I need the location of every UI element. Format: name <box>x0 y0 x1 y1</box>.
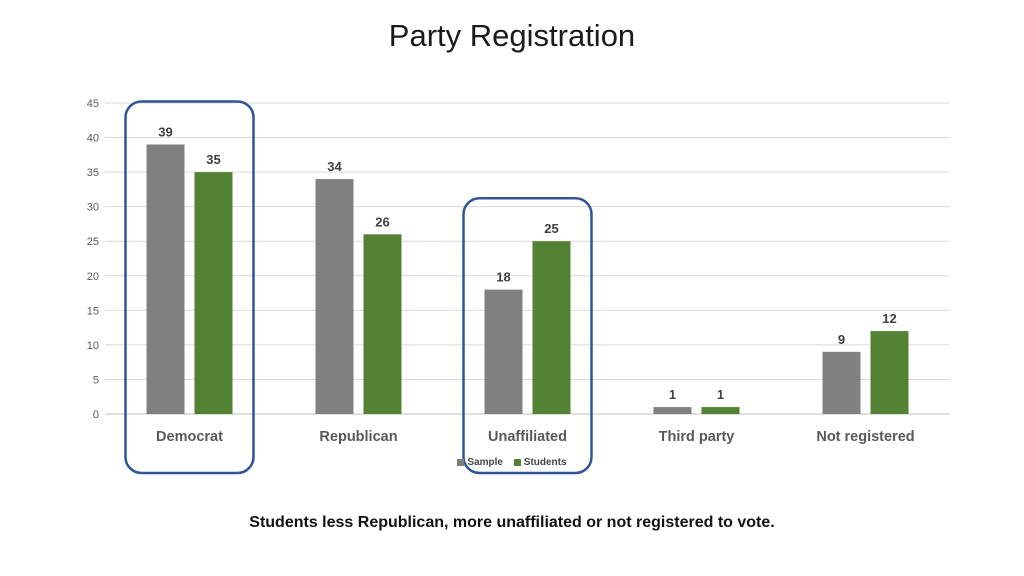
chart-bars <box>146 144 909 414</box>
bar-students <box>363 234 402 414</box>
bar-chart: 0 5 10 15 20 25 30 35 40 45 39 35 34 26 18 25 1 1 9 12 Dem… <box>87 98 950 475</box>
slide-title: Party Registration <box>388 18 636 53</box>
y-tick-label: 5 <box>93 374 99 386</box>
x-tick-label: Republican <box>319 429 397 445</box>
data-label: 1 <box>669 387 676 402</box>
legend-swatch-students <box>513 459 521 466</box>
y-tick-label: 45 <box>87 98 99 110</box>
data-label: 1 <box>717 387 724 402</box>
y-tick-label: 20 <box>87 271 99 283</box>
y-axis-tick-labels: 0 5 10 15 20 25 30 35 40 45 <box>87 98 99 421</box>
y-tick-label: 30 <box>87 202 99 214</box>
y-tick-label: 25 <box>87 236 99 248</box>
y-tick-label: 35 <box>87 167 99 179</box>
chart-legend: Sample Students <box>0 457 1024 469</box>
legend-item-students: Students <box>513 457 567 468</box>
y-tick-label: 15 <box>87 305 99 317</box>
data-label: 25 <box>544 221 558 236</box>
data-label: 34 <box>327 159 342 174</box>
highlight-box <box>462 196 593 475</box>
bar-sample <box>146 144 185 414</box>
bar-sample <box>653 407 692 414</box>
bar-students <box>194 172 233 414</box>
x-tick-label: Not registered <box>816 429 914 445</box>
legend-label-students: Students <box>523 457 567 468</box>
y-tick-label: 40 <box>87 133 99 145</box>
bar-sample <box>822 351 861 414</box>
x-tick-label: Third party <box>659 429 735 445</box>
legend-swatch-sample <box>457 459 465 466</box>
highlight-box <box>124 100 255 475</box>
data-label: 9 <box>838 332 845 347</box>
data-label: 26 <box>375 214 389 229</box>
y-tick-label: 10 <box>87 340 99 352</box>
highlight-boxes <box>124 100 593 475</box>
chart-data-labels: 39 35 34 26 18 25 1 1 9 12 <box>158 124 896 402</box>
legend-item-sample: Sample <box>457 457 503 468</box>
x-tick-label: Democrat <box>156 429 223 445</box>
slide-caption: Students less Republican, more unaffilia… <box>249 514 775 531</box>
data-label: 18 <box>496 270 510 285</box>
data-label: 39 <box>158 124 172 139</box>
bar-students <box>701 407 740 414</box>
y-tick-label: 0 <box>93 409 99 421</box>
data-label: 35 <box>206 152 220 167</box>
chart-gridlines <box>105 102 950 415</box>
data-label: 12 <box>882 311 896 326</box>
bar-students <box>870 331 909 414</box>
legend-label-sample: Sample <box>467 457 503 468</box>
bar-students <box>532 241 571 414</box>
bar-sample <box>315 179 354 414</box>
bar-sample <box>484 289 523 414</box>
x-tick-label: Unaffiliated <box>488 429 567 445</box>
x-axis-category-labels: Democrat Republican Unaffiliated Third part… <box>156 429 915 445</box>
